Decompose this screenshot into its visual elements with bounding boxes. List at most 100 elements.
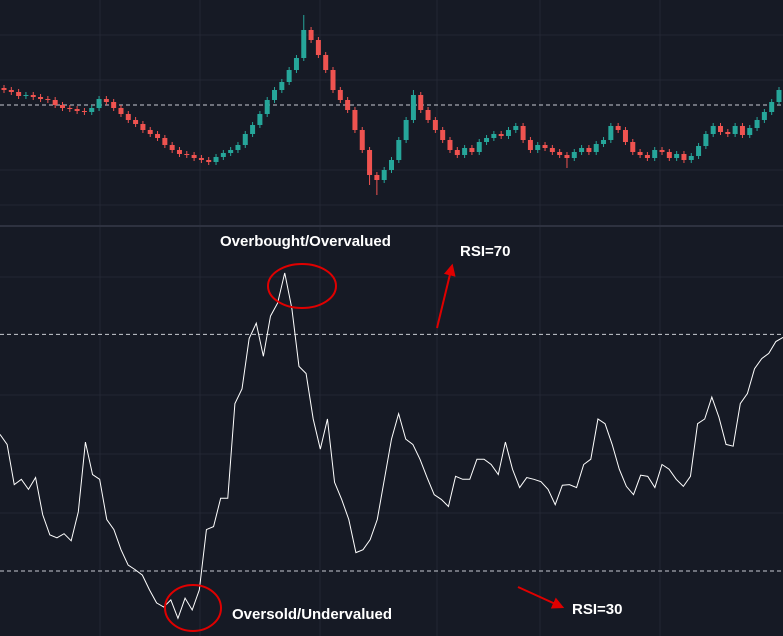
candle-body bbox=[674, 154, 680, 158]
candle-body bbox=[637, 152, 643, 155]
candle-body bbox=[308, 30, 314, 40]
candle-body bbox=[579, 148, 585, 152]
candle-body bbox=[250, 125, 256, 134]
candle-body bbox=[1, 88, 7, 90]
candle-body bbox=[593, 144, 599, 152]
rsi-line bbox=[0, 272, 783, 620]
candle-body bbox=[147, 130, 153, 134]
annotation: RSI=30 bbox=[572, 601, 622, 618]
candle-body bbox=[184, 154, 190, 155]
candle-body bbox=[681, 154, 687, 160]
candle-body bbox=[527, 140, 533, 150]
candle-body bbox=[235, 145, 241, 150]
candle-body bbox=[198, 158, 204, 160]
candle-body bbox=[776, 90, 782, 102]
candle-body bbox=[213, 157, 219, 162]
candle-body bbox=[264, 100, 270, 114]
candle-body bbox=[74, 109, 80, 111]
candle-body bbox=[732, 126, 738, 134]
candle-body bbox=[220, 153, 226, 157]
candle-body bbox=[769, 102, 775, 112]
candle-body bbox=[367, 150, 373, 175]
candle-body bbox=[535, 145, 541, 150]
candle-body bbox=[440, 130, 446, 140]
candle-body bbox=[176, 150, 182, 154]
candle-body bbox=[718, 126, 724, 132]
candle-body bbox=[505, 130, 511, 136]
candle-body bbox=[462, 148, 468, 155]
candle-body bbox=[162, 138, 168, 145]
candle-body bbox=[59, 105, 65, 108]
candle-body bbox=[622, 130, 628, 142]
candle-body bbox=[330, 70, 336, 90]
candle-body bbox=[710, 126, 716, 134]
candle-body bbox=[16, 92, 22, 96]
candle-body bbox=[403, 120, 409, 140]
candle-body bbox=[8, 90, 14, 92]
candle-body bbox=[549, 148, 555, 152]
candle-body bbox=[747, 128, 753, 135]
candle-body bbox=[703, 134, 709, 146]
candle-body bbox=[615, 126, 621, 130]
candle-body bbox=[644, 155, 650, 158]
annotation: RSI=70 bbox=[460, 243, 510, 260]
candle-body bbox=[23, 95, 29, 96]
candle-body bbox=[571, 152, 577, 158]
candle-body bbox=[52, 100, 58, 105]
candle-body bbox=[96, 99, 102, 108]
candle-body bbox=[286, 70, 292, 82]
candle-body bbox=[425, 110, 431, 120]
candle-body bbox=[118, 108, 124, 114]
candle-body bbox=[345, 100, 351, 110]
candle-body bbox=[520, 126, 526, 140]
candle-body bbox=[630, 142, 636, 152]
candle-body bbox=[301, 30, 307, 58]
candle-body bbox=[491, 134, 497, 138]
candle-body bbox=[608, 126, 614, 140]
candle-body bbox=[133, 120, 139, 124]
candle-body bbox=[396, 140, 402, 160]
candle-body bbox=[242, 134, 248, 145]
candle-body bbox=[374, 175, 380, 180]
candle-body bbox=[359, 130, 365, 150]
candle-body bbox=[564, 155, 570, 158]
candle-body bbox=[761, 112, 767, 120]
candle-body bbox=[206, 160, 212, 162]
candle-body bbox=[103, 99, 109, 102]
candle-body bbox=[191, 155, 197, 158]
candle-body bbox=[586, 148, 592, 152]
candle-body bbox=[659, 150, 665, 152]
candle-body bbox=[688, 156, 694, 160]
candle-body bbox=[513, 126, 519, 130]
candle-body bbox=[352, 110, 358, 130]
candle-body bbox=[337, 90, 343, 100]
candle-body bbox=[293, 58, 299, 70]
candle-body bbox=[272, 90, 278, 100]
candle-body bbox=[228, 150, 234, 153]
candle-body bbox=[111, 102, 117, 108]
rsi-panel bbox=[0, 272, 783, 620]
candle-body bbox=[315, 40, 321, 55]
candle-body bbox=[38, 97, 44, 99]
candle-body bbox=[601, 140, 607, 144]
candle-body bbox=[81, 111, 87, 112]
candle-body bbox=[389, 160, 394, 170]
candle-body bbox=[666, 152, 672, 158]
candle-body bbox=[140, 124, 146, 130]
candle-body bbox=[169, 145, 175, 150]
candle-body bbox=[476, 142, 482, 152]
candle-body bbox=[725, 132, 731, 134]
annotation: Oversold/Undervalued bbox=[232, 606, 392, 623]
candle-body bbox=[67, 108, 73, 109]
candle-body bbox=[652, 150, 658, 158]
candle-body bbox=[323, 55, 329, 70]
candle-body bbox=[381, 170, 387, 180]
candle-body bbox=[557, 152, 563, 155]
candle-body bbox=[279, 82, 285, 90]
candle-body bbox=[696, 146, 702, 156]
candles bbox=[0, 15, 783, 195]
annotation: Overbought/Overvalued bbox=[220, 233, 391, 250]
candle-body bbox=[498, 134, 504, 136]
